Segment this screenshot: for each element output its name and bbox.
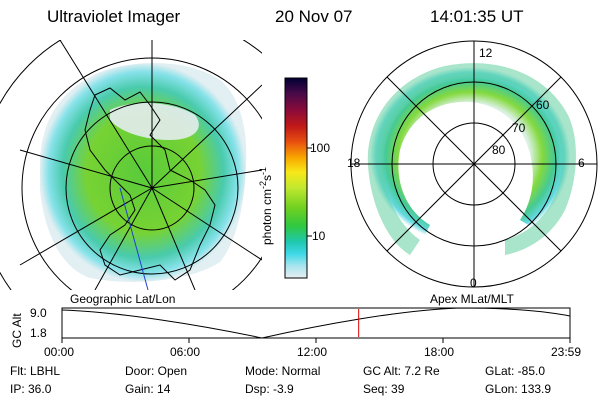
altitude-curve bbox=[61, 307, 571, 339]
mode-status: Mode: Normal bbox=[245, 364, 321, 378]
mlt-label-6: 6 bbox=[578, 156, 585, 170]
colorbar-unit-label: photon cm-2s-1 bbox=[258, 166, 274, 245]
colorbar-tick-100: 100 bbox=[310, 141, 331, 155]
dsp-status: Dsp: -3.9 bbox=[245, 382, 294, 396]
geographic-map-panel bbox=[0, 40, 262, 290]
mlat-label-80: 80 bbox=[492, 143, 506, 157]
glat-status: GLat: -85.0 bbox=[485, 364, 546, 378]
x-tick-0600: 06:00 bbox=[170, 345, 201, 359]
date-label: 20 Nov 07 bbox=[275, 7, 353, 26]
altitude-plot bbox=[61, 307, 571, 343]
seq-status: Seq: 39 bbox=[363, 382, 405, 396]
x-tick-1800: 18:00 bbox=[424, 345, 455, 359]
instrument-title: Ultraviolet Imager bbox=[47, 7, 181, 26]
mlt-label-18: 18 bbox=[347, 156, 361, 170]
mlt-label-0: 0 bbox=[470, 276, 477, 290]
colorbar bbox=[284, 77, 312, 279]
altitude-y-top: 9.0 bbox=[30, 306, 47, 320]
coastline bbox=[84, 87, 216, 281]
x-tick-2359: 23:59 bbox=[551, 345, 582, 359]
mlat-label-60: 60 bbox=[536, 98, 550, 112]
x-tick-1200: 12:00 bbox=[297, 345, 328, 359]
magnetic-caption: Apex MLat/MLT bbox=[430, 292, 514, 306]
glon-status: GLon: 133.9 bbox=[485, 382, 552, 396]
x-tick-0000: 00:00 bbox=[44, 345, 75, 359]
altitude-ylabel: GC Alt bbox=[10, 313, 24, 348]
aurora-oval bbox=[370, 67, 571, 245]
mlat-label-70: 70 bbox=[512, 121, 526, 135]
time-label: 14:01:35 UT bbox=[430, 7, 524, 26]
gain-status: Gain: 14 bbox=[125, 382, 171, 396]
geographic-caption: Geographic Lat/Lon bbox=[70, 292, 176, 306]
dim-region-left bbox=[110, 103, 199, 140]
door-status: Door: Open bbox=[125, 364, 188, 378]
ip-status: IP: 36.0 bbox=[10, 382, 52, 396]
colorbar-tick-10: 10 bbox=[312, 229, 326, 243]
altitude-y-bottom: 1.8 bbox=[30, 326, 47, 340]
filter-status: Flt: LBHL bbox=[10, 364, 61, 378]
mlt-label-12: 12 bbox=[479, 46, 493, 60]
gc-alt-status: GC Alt: 7.2 Re bbox=[363, 364, 440, 378]
magnetic-map-panel bbox=[350, 40, 598, 288]
